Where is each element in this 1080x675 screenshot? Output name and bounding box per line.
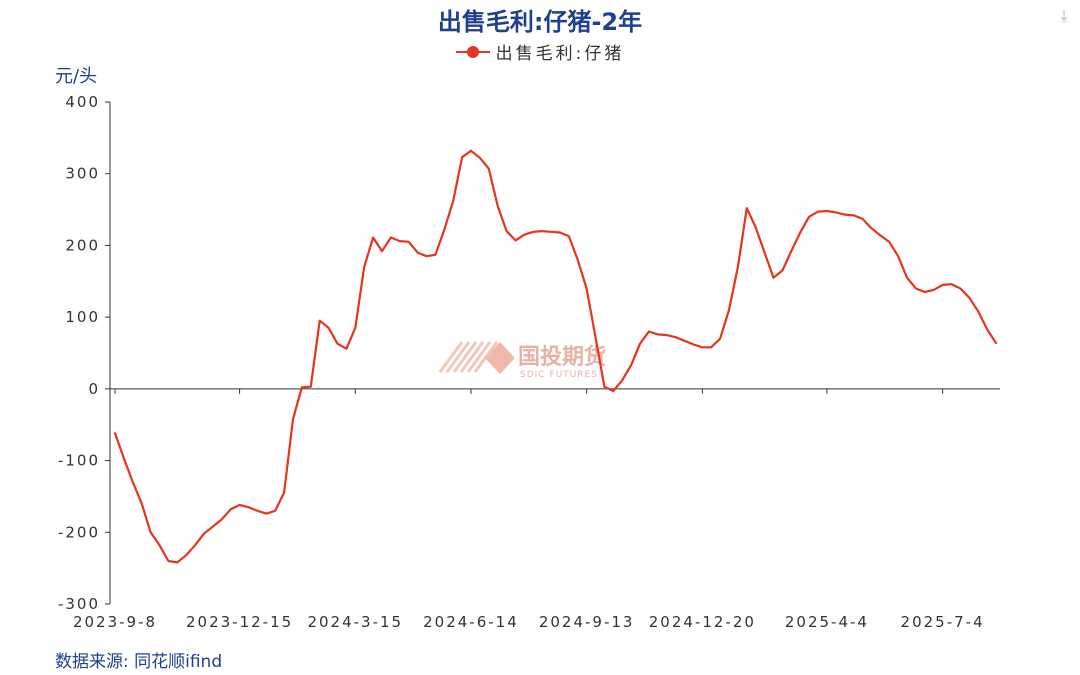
x-tick-label: 2024-9-13 [539,613,635,631]
x-tick-label: 2025-4-4 [785,613,869,631]
series-group [113,149,998,564]
x-tick-label: 2023-9-8 [73,613,157,631]
series-line [113,149,998,564]
axes [109,102,1000,604]
watermark-stripe [466,341,492,373]
x-tick-label: 2023-12-15 [186,613,293,631]
y-tick-label: 200 [65,236,100,254]
chart-legend[interactable]: 出售毛利:仔猪 [0,39,1080,64]
y-tick-label: 0 [88,380,100,398]
y-tick-label: 400 [65,93,100,111]
y-tick-label: -100 [58,452,100,470]
watermark-subtext: SDIC FUTURES [520,370,598,380]
legend-marker [455,45,490,59]
watermark-stripe [452,341,478,373]
watermark-stripe [459,341,485,373]
x-tick-label: 2024-12-20 [649,613,756,631]
y-axis-unit: 元/头 [55,66,98,87]
y-tick-label: 100 [65,308,100,326]
watermark-diamond [485,342,515,374]
watermark-stripe [445,341,471,373]
x-tick-label: 2025-7-4 [901,613,985,631]
x-tick-label: 2024-3-15 [307,613,403,631]
y-tick-label: -300 [58,595,100,613]
x-tick-label: 2024-6-14 [423,613,519,631]
legend-label: 出售毛利:仔猪 [495,44,625,64]
data-source: 数据来源: 同花顺ifind [55,652,223,672]
y-axis-ticks: 400 300 200 100 0 -100 -200 -300 [58,93,110,613]
watermark-stripe [438,341,464,373]
y-tick-label: 300 [65,165,100,183]
download-icon[interactable]: ⤓ [1060,6,1068,25]
watermark-text: 国投期货 [518,344,606,370]
y-tick-label: -200 [58,523,100,541]
chart-title: 出售毛利:仔猪-2年 [437,8,643,36]
x-axis-ticks: 2023-9-8 2023-12-15 2024-3-15 2024-6-14 2024… [73,388,985,631]
